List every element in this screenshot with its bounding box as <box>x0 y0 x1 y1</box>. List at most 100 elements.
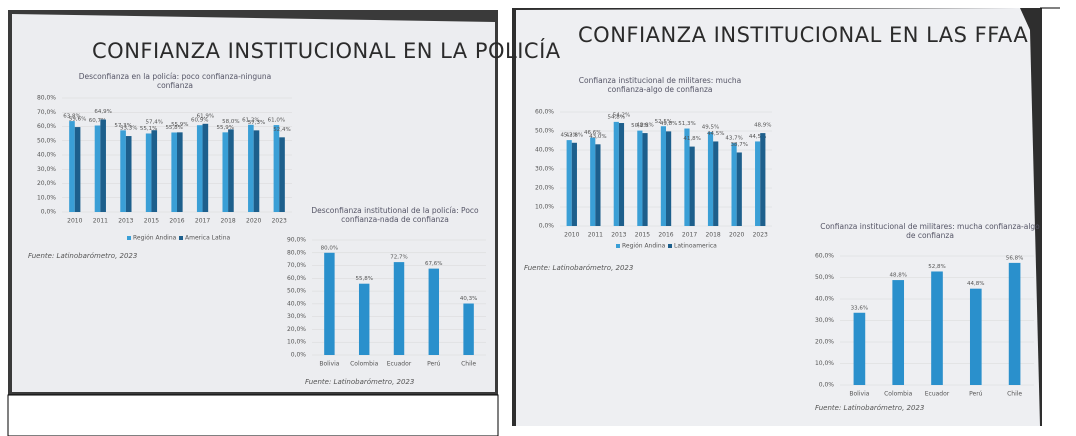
data-label: 48,9% <box>754 123 771 129</box>
y-tick-label: 30,0% <box>535 166 554 173</box>
y-tick-label: 10,0% <box>37 194 56 201</box>
x-tick-label: Perú <box>969 391 983 398</box>
x-tick-label: 2013 <box>611 232 626 239</box>
bar <box>619 123 624 226</box>
data-label: 57,3% <box>248 120 265 126</box>
x-tick-label: 2020 <box>729 232 744 239</box>
x-tick-label: Ecuador <box>387 361 412 368</box>
y-tick-label: 90,0% <box>287 237 306 244</box>
bar <box>254 130 260 212</box>
bar <box>614 122 619 226</box>
y-tick-label: 80,0% <box>287 249 306 256</box>
y-tick-label: 0,0% <box>539 223 555 230</box>
data-label: 40,3% <box>460 296 477 302</box>
x-tick-label: 2018 <box>220 218 235 225</box>
bar <box>595 144 600 226</box>
x-tick-label: 2013 <box>118 218 133 225</box>
y-tick-label: 50,0% <box>287 288 306 295</box>
chart-title-box: Desconfianza en la policía: poco confian… <box>60 72 290 98</box>
y-tick-label: 40,0% <box>815 296 834 303</box>
y-tick-label: 20,0% <box>815 339 834 346</box>
data-label: 55,8% <box>355 276 372 282</box>
chart-title: Desconfianza en la policía: poco confian… <box>60 72 290 90</box>
bar <box>222 132 228 212</box>
data-label: 38,7% <box>731 142 748 148</box>
bar <box>970 289 982 385</box>
bar <box>854 313 866 385</box>
y-tick-label: 50,0% <box>815 274 834 281</box>
x-tick-label: Chile <box>461 361 476 368</box>
data-label: 48,8% <box>889 273 906 279</box>
data-label: 59,6% <box>69 117 86 123</box>
y-tick-label: 20,0% <box>535 185 554 192</box>
data-label: 52,8% <box>928 264 945 270</box>
chart-title-box: Confianza institucional de militares: mu… <box>560 76 760 102</box>
y-tick-label: 70,0% <box>287 262 306 269</box>
bar <box>666 131 671 226</box>
legend-label: Latinoamerica <box>674 243 717 250</box>
bar <box>248 125 254 212</box>
y-tick-label: 0,0% <box>819 382 835 389</box>
legend-label: Región Andina <box>133 235 177 242</box>
bar <box>642 133 647 226</box>
data-label: 64,9% <box>94 109 111 115</box>
data-label: 49,5% <box>702 124 719 130</box>
source: Fuente: Latinobarómetro, 2023 <box>28 252 137 260</box>
legend-label: America Latina <box>185 235 230 242</box>
x-tick-label: 2016 <box>169 218 184 225</box>
bar <box>69 121 75 212</box>
legend-swatch <box>668 244 672 248</box>
data-label: 55,9% <box>171 122 188 128</box>
data-label: 57,4% <box>146 120 163 126</box>
y-tick-label: 10,0% <box>535 204 554 211</box>
bar <box>274 125 280 212</box>
source: Fuente: Latinobarómetro, 2023 <box>305 378 414 386</box>
bar <box>567 140 572 226</box>
bar <box>1009 263 1021 385</box>
y-tick-label: 60,0% <box>37 123 56 130</box>
x-tick-label: 2010 <box>67 218 82 225</box>
y-tick-label: 40,0% <box>287 300 306 307</box>
y-tick-label: 50,0% <box>37 137 56 144</box>
x-tick-label: 2017 <box>682 232 697 239</box>
x-tick-label: 2015 <box>635 232 650 239</box>
empty-cell <box>8 395 498 436</box>
data-label: 61,0% <box>268 118 285 124</box>
data-label: 51,3% <box>678 121 695 127</box>
bar <box>684 129 689 226</box>
bar <box>126 136 132 212</box>
y-tick-label: 80,0% <box>37 95 56 102</box>
data-label: 58,0% <box>222 119 239 125</box>
bar <box>661 126 666 226</box>
bar <box>203 124 209 212</box>
x-tick-label: Bolivia <box>319 361 339 368</box>
data-label: 48,9% <box>636 123 653 129</box>
x-tick-label: Colombia <box>350 361 379 368</box>
bar <box>120 130 126 212</box>
chart-title: Desconfianza institutional de la policía… <box>305 206 485 224</box>
data-label: 43,8% <box>566 132 583 138</box>
bar <box>737 152 742 226</box>
chart-title: Confianza institucional de militares: mu… <box>560 76 760 94</box>
bar <box>755 141 760 226</box>
data-label: 43,0% <box>589 134 606 140</box>
bar <box>892 280 904 385</box>
bar <box>95 126 101 212</box>
chart-title-box: Confianza institucional de militares: mu… <box>820 222 1040 248</box>
x-tick-label: 2016 <box>658 232 673 239</box>
bar <box>100 120 106 212</box>
data-label: 54,2% <box>613 113 630 119</box>
data-label: 44,5% <box>707 131 724 137</box>
bar <box>463 304 473 355</box>
legend-label: Región Andina <box>622 243 666 250</box>
source: Fuente: Latinobarómetro, 2023 <box>815 404 924 412</box>
bar <box>177 132 183 212</box>
x-tick-label: 2017 <box>195 218 210 225</box>
bar <box>228 129 234 212</box>
bar <box>590 137 595 226</box>
bar <box>637 131 642 226</box>
slide-title: CONFIANZA INSTITUCIONAL EN LAS FFAA <box>578 23 1028 47</box>
bar <box>279 137 285 212</box>
x-tick-label: 2011 <box>588 232 603 239</box>
bar <box>713 141 718 226</box>
